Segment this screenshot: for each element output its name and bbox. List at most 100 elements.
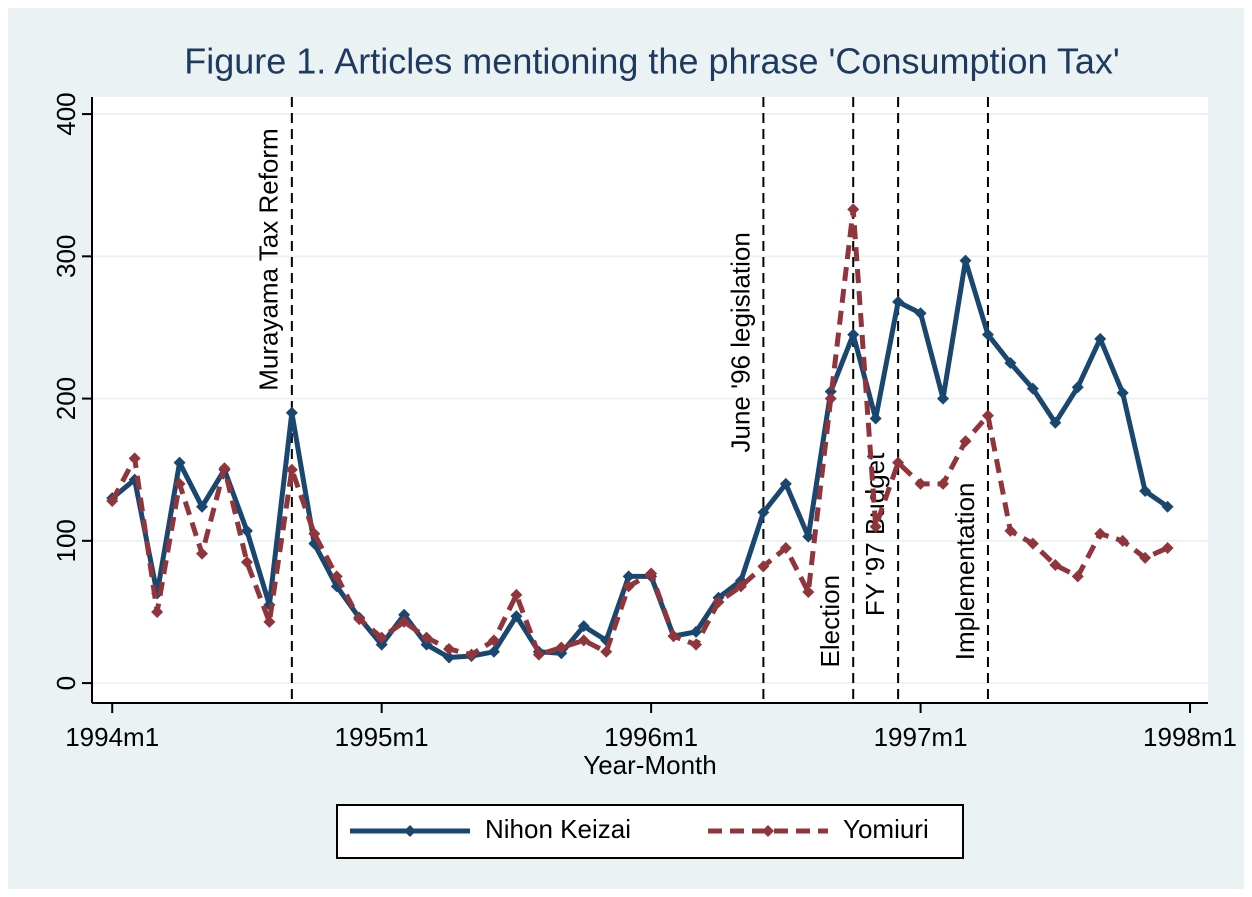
data-point bbox=[712, 596, 725, 608]
data-point bbox=[151, 605, 164, 618]
data-point bbox=[353, 613, 366, 626]
data-point bbox=[1071, 570, 1084, 583]
data-point bbox=[106, 495, 119, 507]
data-point bbox=[263, 615, 276, 628]
data-point bbox=[667, 630, 680, 643]
annotation-label: June '96 legislation bbox=[725, 232, 755, 452]
data-point bbox=[757, 560, 770, 573]
data-point bbox=[1116, 386, 1129, 399]
data-point bbox=[757, 506, 770, 519]
data-point bbox=[734, 580, 747, 593]
y-tick-label: 100 bbox=[51, 519, 81, 562]
data-point bbox=[622, 570, 635, 583]
annotation-label: FY '97 Budget bbox=[860, 452, 890, 616]
data-point bbox=[398, 615, 411, 628]
data-point bbox=[1161, 500, 1174, 513]
legend-marker bbox=[404, 825, 416, 837]
data-point bbox=[690, 638, 703, 651]
data-point bbox=[981, 328, 994, 341]
data-point bbox=[1161, 541, 1174, 554]
y-tick-label: 0 bbox=[51, 676, 81, 690]
data-point bbox=[375, 631, 388, 644]
data-point bbox=[465, 648, 478, 661]
y-tick-label: 300 bbox=[51, 235, 81, 278]
data-point bbox=[285, 463, 298, 476]
data-point bbox=[937, 392, 950, 405]
data-point bbox=[959, 435, 972, 448]
data-point bbox=[779, 477, 792, 490]
data-point bbox=[600, 645, 613, 658]
data-point bbox=[1139, 551, 1152, 564]
data-point bbox=[1049, 416, 1062, 429]
x-tick-label: 1995m1 bbox=[335, 722, 429, 752]
y-tick-label: 200 bbox=[51, 377, 81, 420]
x-tick-label: 1996m1 bbox=[604, 722, 698, 752]
data-point bbox=[196, 547, 209, 560]
data-point bbox=[308, 527, 321, 540]
data-point bbox=[555, 641, 568, 654]
data-point bbox=[622, 580, 635, 593]
data-point bbox=[1004, 524, 1017, 537]
data-point bbox=[914, 307, 927, 320]
data-point bbox=[847, 203, 860, 216]
annotation-label: Implementation bbox=[950, 483, 980, 661]
data-point bbox=[398, 608, 411, 621]
data-point bbox=[240, 556, 253, 569]
data-point bbox=[1139, 485, 1152, 498]
x-axis-label: Year-Month bbox=[583, 750, 716, 780]
data-point bbox=[914, 477, 927, 490]
data-point bbox=[937, 477, 950, 490]
x-tick-label: 1998m1 bbox=[1143, 722, 1237, 752]
data-point bbox=[981, 409, 994, 422]
data-point bbox=[824, 392, 837, 405]
data-point bbox=[1049, 559, 1062, 572]
data-point bbox=[779, 541, 792, 554]
data-point bbox=[173, 477, 186, 490]
series-line bbox=[110, 258, 1170, 660]
data-point bbox=[1094, 332, 1107, 345]
data-point bbox=[443, 642, 456, 655]
data-point bbox=[196, 500, 209, 513]
data-point bbox=[487, 645, 500, 658]
data-point bbox=[577, 620, 590, 633]
plot-background bbox=[92, 97, 1208, 703]
series-line bbox=[109, 206, 1169, 658]
data-point bbox=[218, 462, 231, 475]
data-point bbox=[420, 631, 433, 644]
data-point bbox=[869, 520, 882, 533]
data-point bbox=[330, 570, 343, 583]
data-point bbox=[487, 634, 500, 647]
data-point bbox=[1094, 527, 1107, 540]
data-point bbox=[240, 524, 253, 537]
data-point bbox=[532, 648, 545, 661]
data-point bbox=[690, 625, 703, 638]
legend-marker bbox=[762, 825, 774, 837]
data-point bbox=[959, 254, 972, 267]
data-point bbox=[869, 412, 882, 425]
data-point bbox=[1004, 357, 1017, 370]
data-point bbox=[1026, 537, 1039, 550]
data-point bbox=[802, 586, 815, 599]
chart-title: Figure 1. Articles mentioning the phrase… bbox=[184, 41, 1120, 82]
data-point bbox=[375, 638, 388, 651]
legend-label: Nihon Keizai bbox=[485, 814, 631, 844]
data-point bbox=[645, 567, 658, 580]
data-point bbox=[892, 295, 905, 308]
data-point bbox=[510, 588, 523, 601]
data-point bbox=[173, 456, 186, 469]
legend-label: Yomiuri bbox=[843, 814, 929, 844]
data-point bbox=[802, 530, 815, 543]
x-tick-label: 1997m1 bbox=[874, 722, 968, 752]
annotation-label: Murayama Tax Reform bbox=[254, 128, 284, 391]
data-point bbox=[892, 456, 905, 469]
data-point bbox=[285, 406, 298, 419]
data-point bbox=[128, 452, 141, 465]
data-point bbox=[1071, 381, 1084, 394]
data-point bbox=[443, 651, 456, 664]
data-point bbox=[1026, 382, 1039, 395]
data-point bbox=[1116, 534, 1129, 547]
data-point bbox=[510, 610, 523, 623]
y-tick-label: 400 bbox=[51, 92, 81, 135]
annotation-label: Election bbox=[815, 575, 845, 668]
